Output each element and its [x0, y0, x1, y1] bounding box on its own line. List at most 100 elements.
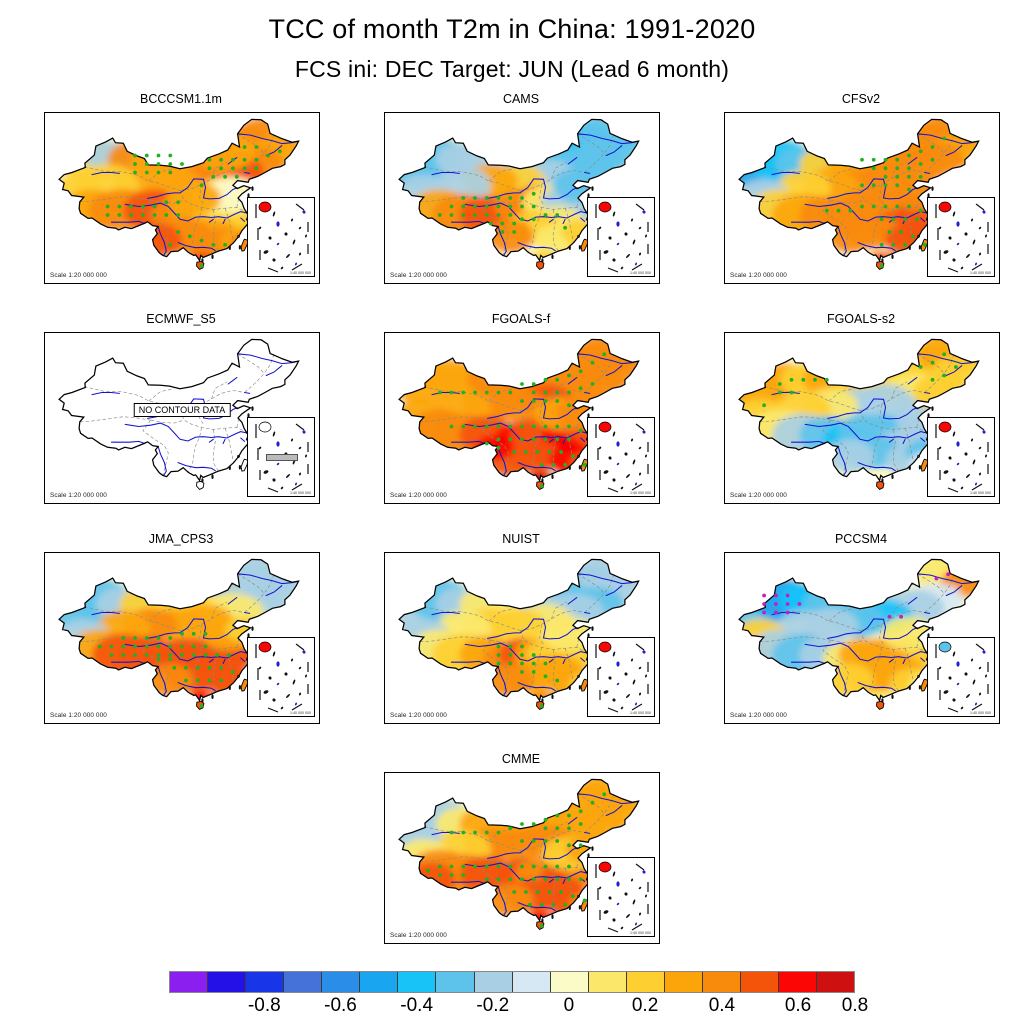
stipple-dot [144, 162, 149, 166]
stipple-dot [231, 157, 235, 162]
colorbar-swatch[interactable] [550, 972, 589, 992]
south-china-sea-inset[interactable]: 1:40 000 000 [927, 417, 995, 497]
y-axis-minor-tick-right [999, 670, 1000, 671]
y-axis-minor-tick-right [659, 858, 660, 859]
south-china-sea-inset[interactable]: 1:40 000 000 [247, 197, 315, 277]
map-panel-cams[interactable]: CAMS 50N40N30N20N80E100E120EScale 1:20 00… [348, 92, 660, 284]
stipple-dot [531, 839, 536, 843]
colorbar-swatch[interactable] [246, 972, 285, 992]
colorbar-swatch[interactable] [474, 972, 513, 992]
inset-reef-speck [938, 446, 942, 450]
x-axis-minor-tick [842, 723, 843, 724]
colorbar-swatch[interactable] [740, 972, 779, 992]
stipple-dot [211, 242, 216, 247]
map-frame-nuist[interactable]: 50N40N30N20N80E100E120EScale 1:20 000 00… [384, 552, 660, 724]
south-china-sea-inset[interactable]: 1:40 000 000 [247, 417, 315, 497]
stipple-dot [848, 208, 853, 213]
map-panel-pccsm4[interactable]: PCCSM4 50N40N30N20N80E100E120EScale 1:20 … [688, 532, 1000, 724]
inset-reef-speck [598, 886, 602, 890]
map-frame-cfsv2[interactable]: 50N40N30N20N80E100E120EScale 1:20 000 00… [724, 112, 1000, 284]
colorbar-swatch[interactable] [208, 972, 247, 992]
inset-reef-speck [626, 474, 630, 478]
map-frame-pccsm4[interactable]: 50N40N30N20N80E100E120EScale 1:20 000 00… [724, 552, 1000, 724]
stipple-dot [879, 217, 884, 222]
map-panel-ecmwf[interactable]: ECMWF_S5 50N40N30N20N80E100E120ENO CONTOU… [8, 312, 320, 504]
colorbar-swatch[interactable] [360, 972, 399, 992]
stipple-dot [180, 653, 184, 657]
y-axis-minor-tick-right [659, 869, 660, 870]
colorbar-swatch[interactable] [702, 972, 741, 992]
inset-reef-speck [982, 650, 986, 654]
colorbar-swatch[interactable] [779, 972, 818, 992]
colorbar-swatch[interactable] [512, 972, 551, 992]
stipple-dot [191, 644, 196, 649]
south-china-sea-inset[interactable]: 1:40 000 000 [587, 857, 655, 937]
x-axis-minor-tick [940, 723, 941, 724]
stipple-dot [133, 653, 137, 657]
inset-reef-speck [302, 430, 306, 434]
south-china-sea-inset[interactable]: 1:40 000 000 [587, 417, 655, 497]
map-panel-cmme[interactable]: CMME 50N40N30N20N80E100E120EScale 1:20 00… [348, 752, 660, 944]
inset-reef-speck [645, 454, 647, 458]
x-axis-minor-tick [764, 723, 765, 724]
south-china-sea-inset[interactable]: 1:40 000 000 [927, 197, 995, 277]
map-frame-bcccsm[interactable]: 50N40N30N20N80E100E120EScale 1:20 000 00… [44, 112, 320, 284]
south-china-sea-inset[interactable]: 1:40 000 000 [587, 637, 655, 717]
map-panel-nuist[interactable]: NUIST 50N40N30N20N80E100E120EScale 1:20 0… [348, 532, 660, 724]
colorbar-swatch[interactable] [817, 972, 855, 992]
y-axis-minor-tick-right [999, 272, 1000, 273]
colorbar-swatch[interactable] [170, 972, 209, 992]
map-frame-cmme[interactable]: 50N40N30N20N80E100E120EScale 1:20 000 00… [384, 772, 660, 944]
y-axis-minor-tick-right [659, 209, 660, 210]
south-china-sea-inset[interactable]: 1:40 000 000 [587, 197, 655, 277]
colorbar-swatch[interactable] [436, 972, 475, 992]
colorbar-swatch[interactable] [398, 972, 437, 992]
south-china-sea-inset[interactable]: 1:40 000 000 [247, 637, 315, 717]
colorbar-swatch[interactable] [626, 972, 665, 992]
stipple-dot [860, 183, 864, 188]
map-frame-jma[interactable]: 50N40N30N20N80E100E120EScale 1:20 000 00… [44, 552, 320, 724]
stipple-dot [508, 826, 513, 831]
stipple-dot [531, 877, 536, 882]
map-frame-cams[interactable]: 50N40N30N20N80E100E120EScale 1:20 000 00… [384, 112, 660, 284]
offshore-island-speck [908, 465, 911, 470]
colorbar-swatch[interactable] [284, 972, 323, 992]
stipple-dot [895, 174, 900, 179]
x-axis-minor-tick [143, 723, 144, 724]
x-axis-minor-tick [882, 283, 883, 284]
colorbar-swatch[interactable] [664, 972, 703, 992]
map-frame-fgoalss2[interactable]: 50N40N30N20N80E100E120EScale 1:20 000 00… [724, 332, 1000, 504]
stipple-dot [168, 242, 173, 247]
map-frame-fgoalsf[interactable]: 50N40N30N20N80E100E120EScale 1:20 000 00… [384, 332, 660, 504]
colorbar[interactable] [169, 971, 855, 993]
stipple-dot [199, 238, 204, 243]
map-panel-fgoalsf[interactable]: FGOALS-f 50N40N30N20N80E100E120EScale 1:2… [348, 312, 660, 504]
stipple-dot [231, 166, 235, 171]
stipple-dot [199, 183, 204, 188]
inset-reef-speck [603, 470, 609, 474]
y-axis-minor-tick-right [999, 156, 1000, 157]
y-axis-tick-right [319, 219, 320, 220]
map-svg-cfsv2 [738, 118, 980, 270]
inset-reef-speck [290, 438, 294, 442]
x-axis-minor-tick [221, 283, 222, 284]
stipple-dot [520, 217, 524, 222]
map-panel-fgoalss2[interactable]: FGOALS-s2 50N40N30N20N80E100E120EScale 1:… [688, 312, 1000, 504]
stipple-dot [942, 136, 947, 141]
inset-nine-dash-line [595, 203, 649, 273]
colorbar-swatch[interactable] [588, 972, 627, 992]
colorbar-tick-label: 0.4 [708, 995, 736, 1016]
x-axis-minor-tick [522, 283, 523, 284]
map-panel-bcccsm[interactable]: BCCCSM1.1m 50N40N30N20N80E100E120EScale 1… [8, 92, 320, 284]
map-frame-ecmwf[interactable]: 50N40N30N20N80E100E120ENO CONTOUR DATASc… [44, 332, 320, 504]
y-axis-tick-right [659, 879, 660, 880]
map-panel-cfsv2[interactable]: CFSv2 50N40N30N20N80E100E120EScale 1:20 0… [688, 92, 1000, 284]
stipple-dot [578, 843, 583, 848]
south-china-sea-inset[interactable]: 1:40 000 000 [927, 637, 995, 717]
map-panel-jma[interactable]: JMA_CPS3 50N40N30N20N80E100E120EScale 1:2… [8, 532, 320, 724]
stipple-dot [121, 653, 126, 657]
y-axis-minor-tick-right [659, 681, 660, 682]
x-axis-minor-tick [385, 943, 386, 944]
colorbar-swatch[interactable] [322, 972, 361, 992]
inset-reef-speck [616, 881, 620, 887]
